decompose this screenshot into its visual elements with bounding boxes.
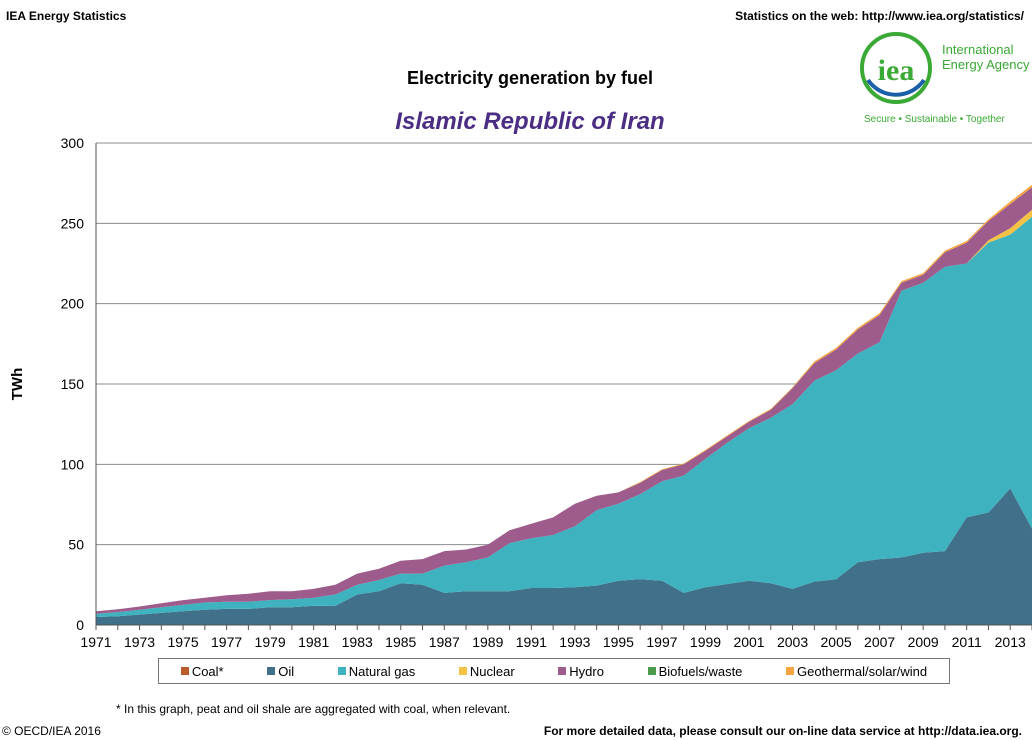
y-tick-label: 200	[61, 296, 85, 312]
x-tick-label: 2007	[864, 634, 895, 650]
legend-item: Nuclear	[458, 663, 515, 679]
legend-label: Geothermal/solar/wind	[797, 663, 928, 679]
x-tick-label: 1997	[646, 634, 677, 650]
legend-swatch	[180, 667, 189, 675]
iea-logo-graphic: iea International Energy Agency Secure •…	[860, 32, 1030, 125]
x-tick-label: 1995	[603, 634, 634, 650]
y-tick-label: 250	[61, 215, 85, 231]
chart-title: Electricity generation by fuel	[406, 68, 654, 88]
copyright: © OECD/IEA 2016	[2, 724, 101, 738]
header-left-text: IEA Energy Statistics	[6, 9, 127, 23]
x-tick-label: 2013	[995, 634, 1026, 650]
x-tick-label: 1985	[385, 634, 416, 650]
x-tick-label: 1977	[211, 634, 242, 650]
x-tick-label: 1983	[342, 634, 373, 650]
legend-item: Geothermal/solar/wind	[786, 664, 927, 679]
y-tick-label: 0	[76, 617, 84, 633]
legend-label: Oil	[278, 663, 295, 679]
x-tick-label: 1989	[472, 634, 503, 650]
x-tick-label: 1981	[298, 634, 329, 650]
y-axis-label: TWh	[9, 368, 26, 400]
logo-name-line2: Energy Agency	[942, 57, 1030, 72]
legend-label: Biofuels/waste	[658, 663, 743, 679]
x-tick-label: 1973	[124, 634, 155, 650]
x-tick-label: 2011	[952, 634, 982, 650]
x-tick-label: 1975	[167, 634, 198, 650]
legend-swatch	[267, 667, 276, 675]
x-tick-label: 2009	[908, 634, 939, 650]
area-natural-gas	[96, 216, 1032, 617]
y-tick-label: 50	[68, 537, 84, 553]
y-tick-label: 150	[61, 376, 85, 392]
x-tick-label: 1979	[255, 634, 286, 650]
chart-legend: Coal* Oil Natural gas Nuclear Hydro Biofuels/…	[158, 658, 950, 684]
legend-item: Oil	[267, 664, 294, 679]
logo-mark: iea	[878, 54, 915, 87]
y-tick-label: 100	[61, 456, 85, 472]
chart-area: 0 50 100 150 200 250 300 1971 1973 1975 1977 1979 19…	[9, 135, 1032, 650]
data-service-note: For more detailed data, please consult o…	[543, 724, 1022, 738]
legend-swatch	[337, 667, 346, 675]
y-tick-label: 300	[61, 135, 85, 151]
footnote: * In this graph, peat and oil shale are …	[116, 702, 511, 716]
x-tick-label: 2001	[733, 634, 764, 650]
legend-label: Coal*	[191, 663, 224, 679]
legend-swatch	[647, 667, 656, 675]
legend-swatch	[558, 667, 567, 675]
iea-logo: iea International Energy Agency Secure •…	[858, 30, 1030, 126]
legend-item: Natural gas	[337, 663, 416, 679]
chart-subtitle: Islamic Republic of Iran	[395, 108, 665, 135]
legend-label: Hydro	[569, 663, 604, 679]
area-hydro	[96, 187, 1032, 614]
legend-item: Biofuels/waste	[647, 663, 743, 679]
header-right-text: Statistics on the web: http://www.iea.or…	[735, 9, 1024, 23]
logo-tagline: Secure • Sustainable • Together	[864, 114, 1005, 125]
area-oil	[96, 488, 1032, 625]
legend-item: Hydro	[558, 664, 604, 679]
legend-item: Coal*	[180, 663, 224, 679]
x-tick-label: 1987	[429, 634, 460, 650]
legend-label: Natural gas	[348, 663, 416, 679]
logo-name-line1: International	[942, 42, 1014, 57]
legend-label: Nuclear	[469, 663, 515, 679]
x-tick-label: 1993	[559, 634, 590, 650]
x-tick-label: 1971	[80, 634, 111, 650]
legend-swatch	[458, 667, 467, 675]
x-tick-label: 1991	[516, 634, 547, 650]
legend-swatch	[786, 667, 795, 675]
x-tick-label: 2003	[777, 634, 808, 650]
x-tick-label: 1999	[690, 634, 721, 650]
x-tick-label: 2005	[821, 634, 852, 650]
